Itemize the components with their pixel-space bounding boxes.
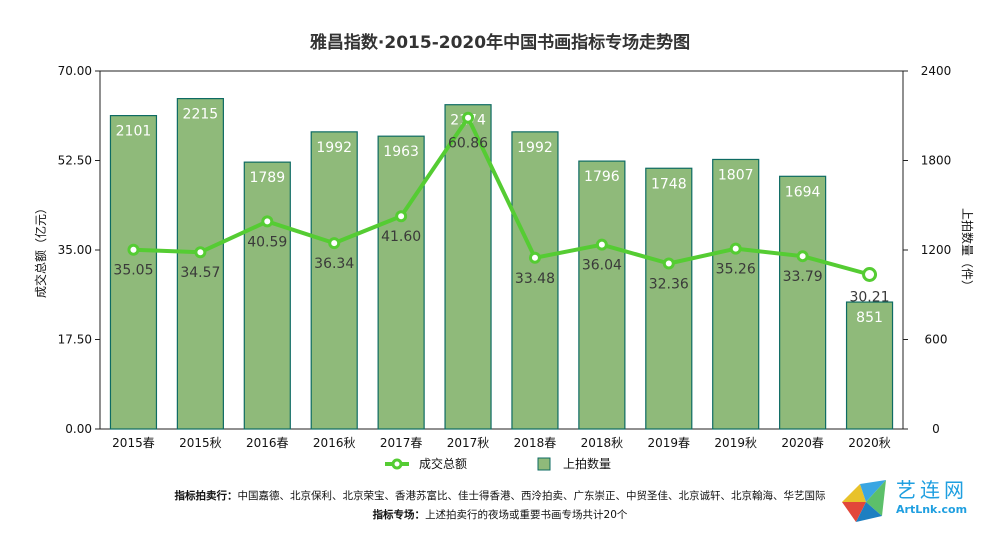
right-tick-label: 600 — [925, 333, 948, 347]
left-tick-label: 35.00 — [58, 243, 92, 257]
line-value-label: 36.34 — [314, 256, 354, 272]
x-tick-label: 2016春 — [246, 436, 289, 450]
line-point — [796, 250, 809, 263]
note-sessions: 指标专场：上述拍卖行的夜场或重要书画专场共计20个 — [0, 507, 1000, 522]
bar-value-label: 1992 — [316, 140, 352, 156]
line-value-label: 35.05 — [113, 263, 153, 279]
line-point — [194, 246, 207, 259]
bar — [845, 301, 894, 430]
right-tick-label: 1200 — [921, 243, 952, 257]
right-tick-label: 2400 — [921, 64, 952, 78]
x-tick-label: 2017春 — [380, 436, 423, 450]
line-point — [729, 242, 742, 255]
x-tick-label: 2018秋 — [581, 436, 624, 450]
legend-item-bar[interactable]: 上拍数量 — [537, 456, 611, 471]
legend: 成交总额 上拍数量 — [385, 456, 611, 471]
line-point — [395, 210, 408, 223]
note-sessions-text: 上述拍卖行的夜场或重要书画专场共计20个 — [425, 509, 628, 521]
line-value-label: 36.04 — [582, 258, 622, 274]
line-value-label: 30.21 — [849, 289, 889, 305]
bar-value-label: 2215 — [183, 107, 219, 123]
bar-value-label: 1807 — [718, 167, 754, 183]
bar-value-label: 1796 — [584, 169, 620, 185]
line-point — [595, 238, 608, 251]
line-point — [528, 251, 541, 264]
bar — [176, 97, 224, 430]
watermark-url: ArtLnk.com — [896, 503, 968, 516]
plot-area: 0.00 17.50 35.00 52.50 70.00 0 600 1200 1800 2400… — [33, 64, 975, 450]
line-value-label: 34.57 — [180, 265, 220, 281]
bar-value-label: 1963 — [383, 144, 419, 160]
legend-bar-swatch — [537, 457, 551, 471]
line-point — [862, 266, 878, 282]
x-tick-label: 2015秋 — [179, 436, 222, 450]
chart-title: 雅昌指数·2015-2020年中国书画指标专场走势图 — [309, 32, 690, 53]
left-axis-title: 成交总额（亿元） — [33, 202, 48, 298]
left-tick-label: 0.00 — [65, 422, 92, 436]
line-point — [662, 257, 675, 270]
x-tick-label: 2017秋 — [447, 436, 490, 450]
bar — [779, 175, 827, 430]
note-sessions-label: 指标专场： — [372, 509, 426, 521]
bar-value-label: 1992 — [517, 140, 553, 156]
bar — [444, 104, 492, 430]
line-point — [462, 111, 475, 124]
bar — [645, 167, 693, 430]
line-point — [127, 243, 140, 256]
line-series — [133, 115, 871, 277]
right-tick-label: 0 — [932, 422, 940, 436]
line-value-label: 32.36 — [649, 277, 689, 293]
bar-value-label: 1694 — [785, 184, 821, 200]
bar-value-label: 2101 — [116, 124, 152, 140]
bar — [109, 115, 158, 430]
bar-value-label: 851 — [856, 310, 883, 326]
x-tick-label: 2018春 — [514, 436, 557, 450]
legend-line-marker — [391, 458, 403, 470]
bar-value-label: 1748 — [651, 176, 687, 192]
line-value-label: 35.26 — [716, 262, 756, 278]
left-tick-label: 17.50 — [58, 333, 92, 347]
x-tick-label: 2020秋 — [848, 436, 891, 450]
right-axis-title: 上拍数量（件） — [960, 208, 975, 292]
right-tick-label: 1800 — [921, 154, 952, 168]
line-point — [328, 237, 341, 250]
line-value-label: 33.79 — [783, 269, 823, 285]
watermark-name: 艺连网 — [896, 478, 968, 502]
left-tick-label: 52.50 — [58, 154, 92, 168]
bar-value-label: 1789 — [249, 170, 285, 186]
note-auction-houses-text: 中国嘉德、北京保利、北京荣宝、香港苏富比、佳士得香港、西泠拍卖、广东崇正、中贸圣… — [237, 490, 826, 502]
legend-label-line: 成交总额 — [419, 456, 467, 471]
bar — [578, 160, 626, 430]
legend-label-bar: 上拍数量 — [563, 456, 611, 471]
bar — [377, 135, 425, 430]
bar — [310, 131, 358, 430]
left-tick-label: 70.00 — [58, 64, 92, 78]
line-value-label: 41.60 — [381, 229, 421, 245]
note-auction-houses: 指标拍卖行：中国嘉德、北京保利、北京荣宝、香港苏富比、佳士得香港、西泠拍卖、广东… — [0, 488, 1000, 503]
legend-item-line[interactable]: 成交总额 — [385, 456, 467, 471]
artlnk-watermark: 艺连网 ArtLnk.com — [836, 470, 986, 530]
line-value-label: 60.86 — [448, 136, 488, 152]
x-tick-label: 2019春 — [648, 436, 691, 450]
line-value-label: 40.59 — [247, 234, 287, 250]
x-tick-label: 2019秋 — [714, 436, 757, 450]
x-tick-label: 2020春 — [781, 436, 824, 450]
bar — [511, 131, 559, 430]
x-tick-label: 2016秋 — [313, 436, 356, 450]
artlnk-logo-icon — [842, 480, 886, 522]
line-value-label: 33.48 — [515, 271, 555, 287]
bar — [712, 158, 760, 430]
note-auction-houses-label: 指标拍卖行： — [174, 490, 238, 502]
x-tick-label: 2015春 — [112, 436, 155, 450]
bar — [243, 161, 291, 430]
line-point — [261, 215, 274, 228]
